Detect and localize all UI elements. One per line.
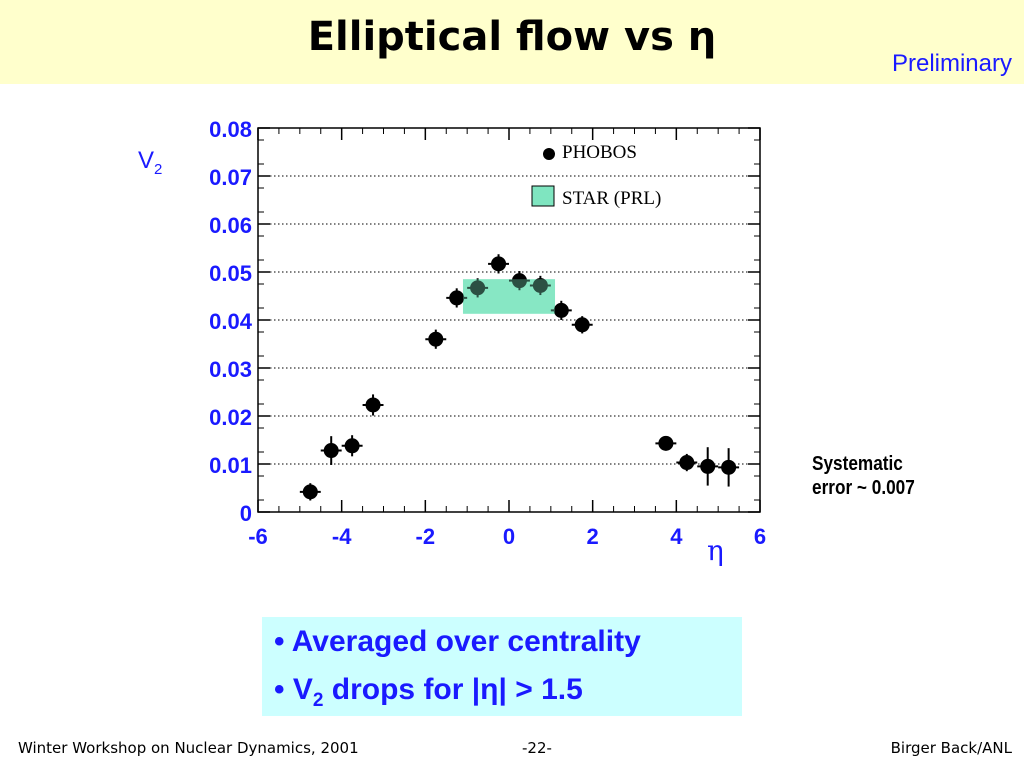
x-tick-label: 0 (503, 524, 515, 549)
phobos-point (658, 435, 674, 451)
phobos-point (532, 277, 548, 293)
x-tick-label: -6 (248, 524, 268, 549)
phobos-point (721, 459, 737, 475)
x-tick-label: 4 (670, 524, 683, 549)
y-tick-label: 0.02 (209, 405, 252, 430)
phobos-point (511, 273, 527, 289)
summary-box: • Averaged over centrality • V2 drops fo… (262, 617, 742, 716)
x-tick-label: -2 (416, 524, 436, 549)
x-tick-label: 2 (587, 524, 599, 549)
y-tick-label: 0.07 (209, 165, 252, 190)
phobos-point (553, 302, 569, 318)
phobos-point (491, 256, 507, 272)
phobos-point (365, 397, 381, 413)
y-axis-label-sub: 2 (154, 160, 163, 178)
y-axis-label-main: V (138, 147, 155, 174)
phobos-point (344, 438, 360, 454)
bullet-2-sub: 2 (312, 690, 324, 711)
y-tick-label: 0.04 (209, 309, 253, 334)
bullet-averaged: • Averaged over centrality (274, 625, 641, 659)
y-tick-label: 0.01 (209, 453, 252, 478)
systematic-error-line2: error ~ 0.007 (812, 477, 915, 499)
legend-phobos-label: PHOBOS (562, 142, 637, 163)
slide-title: Elliptical flow vs η (307, 14, 717, 60)
y-tick-label: 0 (240, 501, 252, 526)
phobos-point (449, 290, 465, 306)
legend-phobos-marker (543, 148, 555, 160)
phobos-point (323, 443, 339, 459)
legend-star-swatch (531, 185, 555, 207)
phobos-point (302, 484, 318, 500)
footer-page-number: -22- (522, 739, 552, 757)
x-tick-label: 6 (754, 524, 766, 549)
x-tick-label: -4 (332, 524, 352, 549)
systematic-error-line1: Systematic (812, 453, 903, 475)
legend-star-label: STAR (PRL) (562, 188, 661, 209)
bullet-2-text-b: drops for |η| > 1.5 (323, 673, 583, 706)
y-tick-label: 0.08 (209, 117, 252, 142)
preliminary-stamp: Preliminary (891, 50, 1012, 77)
y-tick-label: 0.05 (209, 261, 252, 286)
star-prl-band-overlay (462, 279, 556, 314)
systematic-error-note: Systematic error ~ 0.007 (812, 452, 915, 500)
footer-left: Winter Workshop on Nuclear Dynamics, 200… (18, 739, 359, 757)
phobos-point (428, 331, 444, 347)
footer-author: Birger Back/ANL (890, 739, 1012, 757)
bullet-v2-drops: • V2 drops for |η| > 1.5 (274, 673, 583, 712)
phobos-point (574, 317, 590, 333)
y-axis-label: V2 (138, 147, 162, 178)
y-tick-label: 0.06 (209, 213, 252, 238)
title-band (0, 0, 1024, 84)
x-axis-label: η (707, 534, 724, 567)
phobos-point (470, 280, 486, 296)
phobos-point (679, 455, 695, 471)
bullet-2-text-a: • V (274, 673, 313, 706)
y-tick-label: 0.03 (209, 357, 252, 382)
bullet-1-text: • Averaged over centrality (274, 625, 641, 658)
phobos-point (700, 458, 716, 474)
